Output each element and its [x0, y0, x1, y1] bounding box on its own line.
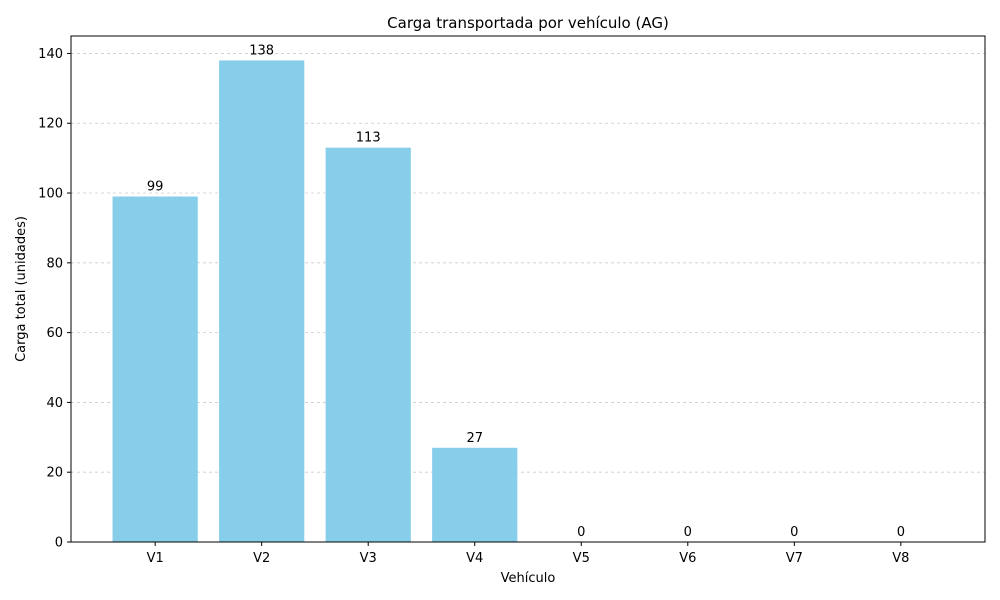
bar-v3	[325, 147, 411, 543]
data-label-v8: 0	[897, 525, 905, 540]
data-label-v7: 0	[790, 525, 798, 540]
y-tick-label: 100	[38, 187, 63, 202]
y-tick-label: 140	[38, 47, 63, 62]
data-label-v5: 0	[577, 525, 585, 540]
plot-frame	[70, 35, 986, 543]
y-tick-label: 20	[46, 466, 63, 481]
y-tick-label: 0	[55, 536, 63, 551]
x-tick-label-v8: V8	[892, 551, 909, 566]
data-label-v1: 99	[147, 180, 164, 195]
x-tick-label-v7: V7	[786, 551, 803, 566]
x-axis-title: Vehículo	[501, 571, 556, 586]
y-tick-label: 120	[38, 117, 63, 132]
data-label-v4: 27	[466, 431, 483, 446]
y-tick-label: 40	[46, 396, 63, 411]
y-axis-title: Carga total (unidades)	[14, 216, 29, 362]
x-tick-label-v4: V4	[466, 551, 483, 566]
x-tick-label-v1: V1	[147, 551, 164, 566]
chart-title: Carga transportada por vehículo (AG)	[387, 14, 669, 32]
bars	[112, 60, 518, 543]
y-tick-label: 80	[46, 256, 63, 271]
data-label-v2: 138	[249, 43, 274, 58]
y-axis-ticks: 0 20 40 60 80 100 120 140	[38, 47, 71, 551]
bar-v2	[219, 60, 305, 543]
data-label-v6: 0	[684, 525, 692, 540]
x-tick-label-v5: V5	[573, 551, 590, 566]
x-axis-ticks: V1 V2 V3 V4 V5 V6 V7 V8	[147, 542, 909, 566]
x-tick-label-v3: V3	[360, 551, 377, 566]
x-tick-label-v6: V6	[679, 551, 696, 566]
bar-v1	[112, 196, 198, 542]
data-label-v3: 113	[356, 131, 381, 146]
y-tick-label: 60	[46, 326, 63, 341]
bar-v4	[432, 447, 518, 542]
data-labels: 99 138 113 27 0 0 0 0	[147, 43, 905, 540]
x-tick-label-v2: V2	[253, 551, 270, 566]
